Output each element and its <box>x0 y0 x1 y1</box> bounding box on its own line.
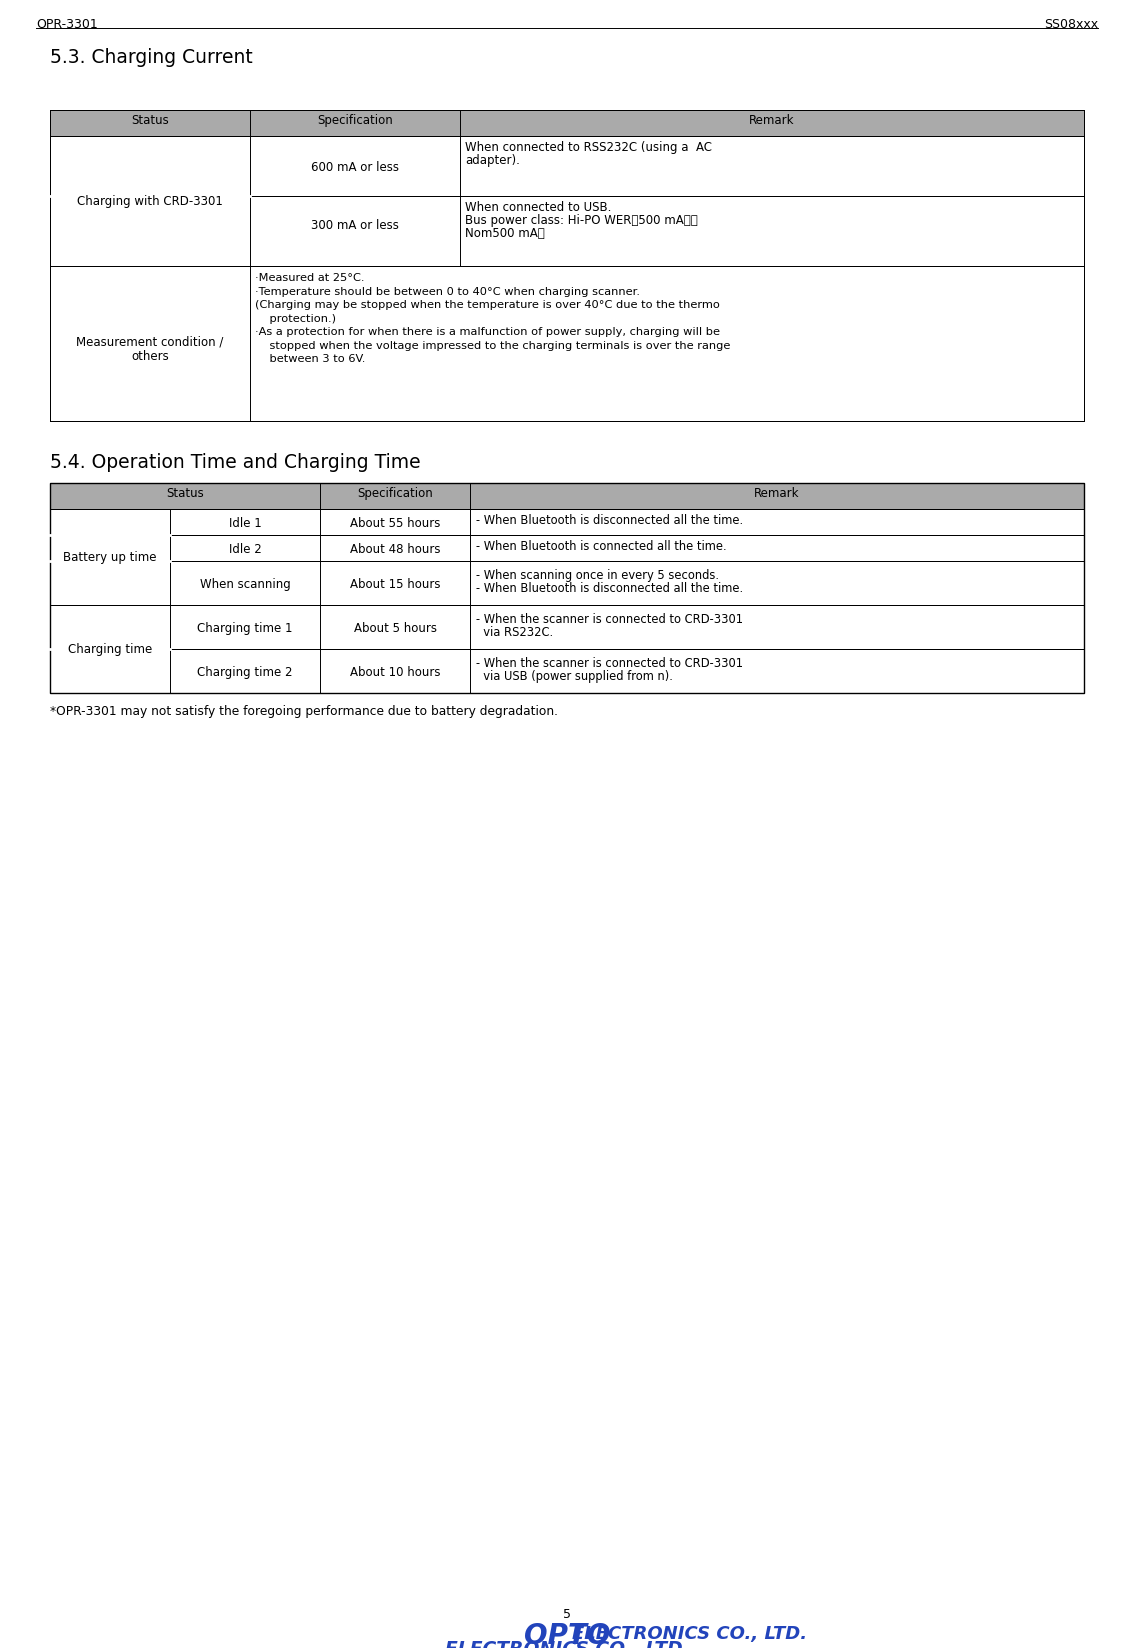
Bar <box>50 483 1084 694</box>
Text: Charging with CRD-3301: Charging with CRD-3301 <box>77 194 223 208</box>
Text: Bus power class: Hi-PO WER（500 mA）。: Bus power class: Hi-PO WER（500 mA）。 <box>465 214 697 227</box>
Text: ELECTRONICS CO., LTD.: ELECTRONICS CO., LTD. <box>445 1640 689 1648</box>
Text: stopped when the voltage impressed to the charging terminals is over the range: stopped when the voltage impressed to th… <box>255 341 730 351</box>
Text: About 5 hours: About 5 hours <box>354 621 437 634</box>
Bar <box>50 649 1084 694</box>
Text: ELECTRONICS CO., LTD.: ELECTRONICS CO., LTD. <box>572 1625 807 1643</box>
Text: - When Bluetooth is connected all the time.: - When Bluetooth is connected all the ti… <box>476 541 727 554</box>
Text: ·As a protection for when there is a malfunction of power supply, charging will : ·As a protection for when there is a mal… <box>255 326 720 336</box>
Text: OPR-3301: OPR-3301 <box>36 18 98 31</box>
Text: About 10 hours: About 10 hours <box>349 666 440 679</box>
Bar <box>50 137 1084 196</box>
Text: OPTO: OPTO <box>524 1622 610 1648</box>
Text: About 15 hours: About 15 hours <box>349 578 440 592</box>
Text: Measurement condition /: Measurement condition / <box>76 336 223 348</box>
Text: Status: Status <box>132 114 169 127</box>
Text: via RS232C.: via RS232C. <box>476 626 553 639</box>
Bar <box>50 536 1084 560</box>
Text: 300 mA or less: 300 mA or less <box>311 219 399 232</box>
Text: adapter).: adapter). <box>465 153 519 166</box>
Text: When connected to USB.: When connected to USB. <box>465 201 611 214</box>
Bar <box>50 483 1084 509</box>
Bar <box>50 560 1084 605</box>
Bar <box>50 605 1084 649</box>
Bar <box>50 509 1084 536</box>
Bar <box>50 110 1084 137</box>
Text: Nom500 mA。: Nom500 mA。 <box>465 227 544 241</box>
Text: Battery up time: Battery up time <box>64 550 156 564</box>
Text: Charging time 1: Charging time 1 <box>197 621 293 634</box>
Text: Charging time: Charging time <box>68 643 152 656</box>
Text: Specification: Specification <box>318 114 392 127</box>
Text: Idle 2: Idle 2 <box>229 542 261 555</box>
Text: ·Measured at 25°C.: ·Measured at 25°C. <box>255 274 364 283</box>
Text: - When the scanner is connected to CRD-3301: - When the scanner is connected to CRD-3… <box>476 658 743 671</box>
Bar <box>50 265 1084 420</box>
Text: - When the scanner is connected to CRD-3301: - When the scanner is connected to CRD-3… <box>476 613 743 626</box>
Text: between 3 to 6V.: between 3 to 6V. <box>255 354 365 364</box>
Text: protection.): protection.) <box>255 313 336 323</box>
Text: - When Bluetooth is disconnected all the time.: - When Bluetooth is disconnected all the… <box>476 582 743 595</box>
Text: (Charging may be stopped when the temperature is over 40°C due to the thermo: (Charging may be stopped when the temper… <box>255 300 720 310</box>
Text: ELECTRONICS CO., LTD.: ELECTRONICS CO., LTD. <box>449 1625 685 1643</box>
Text: Status: Status <box>166 488 204 499</box>
Text: Specification: Specification <box>357 488 433 499</box>
Text: About 55 hours: About 55 hours <box>349 517 440 531</box>
Text: Remark: Remark <box>750 114 795 127</box>
Text: 600 mA or less: 600 mA or less <box>311 162 399 175</box>
Text: When scanning: When scanning <box>200 578 290 592</box>
Text: *OPR-3301 may not satisfy the foregoing performance due to battery degradation.: *OPR-3301 may not satisfy the foregoing … <box>50 705 558 719</box>
Text: SS08xxx: SS08xxx <box>1044 18 1098 31</box>
Text: Idle 1: Idle 1 <box>229 517 261 531</box>
Text: - When Bluetooth is disconnected all the time.: - When Bluetooth is disconnected all the… <box>476 514 743 527</box>
Text: via USB (power supplied from n).: via USB (power supplied from n). <box>476 671 672 682</box>
Text: About 48 hours: About 48 hours <box>349 542 440 555</box>
Text: ·Temperature should be between 0 to 40°C when charging scanner.: ·Temperature should be between 0 to 40°C… <box>255 287 640 297</box>
Text: Charging time 2: Charging time 2 <box>197 666 293 679</box>
Bar <box>50 196 1084 265</box>
Text: 5.3. Charging Current: 5.3. Charging Current <box>50 48 253 68</box>
Text: 5: 5 <box>562 1608 572 1622</box>
Text: When connected to RSS232C (using a  AC: When connected to RSS232C (using a AC <box>465 142 712 153</box>
Text: - When scanning once in every 5 seconds.: - When scanning once in every 5 seconds. <box>476 569 719 582</box>
Text: Remark: Remark <box>754 488 799 499</box>
Text: others: others <box>132 349 169 363</box>
Text: 5.4. Operation Time and Charging Time: 5.4. Operation Time and Charging Time <box>50 453 421 471</box>
